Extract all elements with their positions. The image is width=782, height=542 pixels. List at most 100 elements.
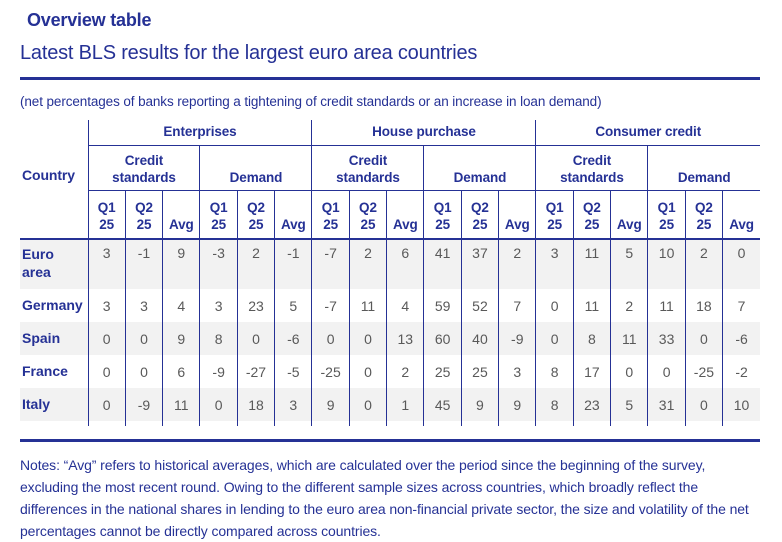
country-cell: Italy <box>20 388 88 421</box>
value-cell: 17 <box>572 355 611 388</box>
bottom-divider <box>20 439 760 442</box>
table-row: Italy 0 -9 11 0 18 3 9 0 1 45 9 9 8 23 5 31 0 10 <box>20 388 760 421</box>
col-header: Q2 25 <box>460 190 499 240</box>
value-cell: -9 <box>124 388 163 421</box>
value-cell: 40 <box>460 322 499 355</box>
header-row-groups: Country Enterprises House purchase Consumer… <box>20 120 760 240</box>
value-cell: 0 <box>124 355 163 388</box>
table-row: France 0 0 6 -9 -27 -5 -25 0 2 25 25 3 8 17 0 0 -25 -2 <box>20 355 760 388</box>
col-header: Q1 25 <box>423 190 462 240</box>
value-cell: 18 <box>236 388 275 421</box>
tail-cell <box>684 421 723 426</box>
value-cell: 7 <box>722 289 760 322</box>
subgroup-header: Credit standards <box>311 145 424 191</box>
tail-cell <box>722 421 760 426</box>
header-row-subgroups: Credit standards Demand Credit standards De… <box>20 145 760 191</box>
col-header: Q2 25 <box>236 190 275 240</box>
value-cell: 23 <box>572 388 611 421</box>
value-cell: 41 <box>423 239 462 289</box>
value-cell: 13 <box>386 322 424 355</box>
value-cell: 11 <box>572 289 611 322</box>
value-cell: 2 <box>386 355 424 388</box>
header-row-columns: Q1 25 Q2 25 Avg Q1 25 Q2 25 Avg Q1 25 Q2 25 Avg Q… <box>20 190 760 240</box>
value-cell: 2 <box>348 239 387 289</box>
value-cell: 4 <box>162 289 200 322</box>
value-cell: 4 <box>386 289 424 322</box>
value-cell: -27 <box>236 355 275 388</box>
value-cell: -25 <box>684 355 723 388</box>
value-cell: 0 <box>647 355 686 388</box>
tail-cell <box>386 421 424 426</box>
col-header: Q1 25 <box>199 190 238 240</box>
bls-table-head: Country Enterprises House purchase Consumer… <box>20 120 760 240</box>
col-header: Avg <box>498 190 536 240</box>
value-cell: 0 <box>124 322 163 355</box>
value-cell: 18 <box>684 289 723 322</box>
value-cell: 0 <box>535 289 574 322</box>
tail-cell <box>162 421 200 426</box>
subgroup-header: Demand <box>423 145 536 191</box>
table-row: Euro area 3 -1 9 -3 2 -1 -7 2 6 41 37 2 3 11 5 10 2 0 <box>20 239 760 289</box>
value-cell: 5 <box>610 388 648 421</box>
value-cell: -5 <box>274 355 312 388</box>
group-header-2: Consumer credit <box>535 120 760 146</box>
value-cell: 3 <box>124 289 163 322</box>
value-cell: 60 <box>423 322 462 355</box>
value-cell: 11 <box>610 322 648 355</box>
col-header: Q2 25 <box>684 190 723 240</box>
subgroup-header: Demand <box>647 145 760 191</box>
subgroup-header: Credit standards <box>535 145 648 191</box>
table-row: Spain 0 0 9 8 0 -6 0 0 13 60 40 -9 0 8 11 33 0 -6 <box>20 322 760 355</box>
value-cell: 9 <box>162 239 200 289</box>
value-cell: 0 <box>684 388 723 421</box>
value-cell: -7 <box>311 239 350 289</box>
value-cell: -7 <box>311 289 350 322</box>
value-cell: 0 <box>348 388 387 421</box>
bls-table-body: Euro area 3 -1 9 -3 2 -1 -7 2 6 41 37 2 3 11 5 10 2 0 Germa… <box>20 239 760 426</box>
page-title: Overview table <box>27 10 152 30</box>
value-cell: -9 <box>199 355 238 388</box>
country-header: Country <box>20 120 88 240</box>
bls-table: Country Enterprises House purchase Consumer… <box>20 120 760 426</box>
value-cell: 59 <box>423 289 462 322</box>
value-cell: 45 <box>423 388 462 421</box>
value-cell: 9 <box>460 388 499 421</box>
value-cell: 11 <box>348 289 387 322</box>
col-header: Avg <box>610 190 648 240</box>
country-cell: France <box>22 363 68 380</box>
value-cell: 2 <box>610 289 648 322</box>
value-cell: 31 <box>647 388 686 421</box>
col-header: Q1 25 <box>87 190 126 240</box>
value-cell: -3 <box>199 239 238 289</box>
value-cell: 7 <box>498 289 536 322</box>
value-cell: 0 <box>87 388 126 421</box>
top-divider <box>20 77 760 80</box>
value-cell: 33 <box>647 322 686 355</box>
col-header: Q1 25 <box>535 190 574 240</box>
group-header-1: House purchase <box>311 120 536 146</box>
col-header: Avg <box>162 190 200 240</box>
country-cell: Germany <box>22 297 83 314</box>
value-cell: 11 <box>647 289 686 322</box>
country-cell: Spain <box>20 322 88 355</box>
value-cell: 0 <box>722 239 760 289</box>
value-cell: 3 <box>87 289 126 322</box>
value-cell: 5 <box>610 239 648 289</box>
col-header: Q1 25 <box>647 190 686 240</box>
value-cell: 52 <box>460 289 499 322</box>
table-caption: (net percentages of banks reporting a ti… <box>20 94 602 109</box>
value-cell: 0 <box>199 388 238 421</box>
value-cell: -2 <box>722 355 760 388</box>
tail-cell <box>274 421 312 426</box>
value-cell: 25 <box>460 355 499 388</box>
value-cell: -6 <box>722 322 760 355</box>
tail-cell <box>572 421 611 426</box>
tail-cell <box>311 421 350 426</box>
value-cell: 9 <box>162 322 200 355</box>
tail-cell <box>199 421 238 426</box>
value-cell: 23 <box>236 289 275 322</box>
value-cell: 3 <box>199 289 238 322</box>
value-cell: 3 <box>274 388 312 421</box>
value-cell: 1 <box>386 388 424 421</box>
value-cell: 10 <box>647 239 686 289</box>
